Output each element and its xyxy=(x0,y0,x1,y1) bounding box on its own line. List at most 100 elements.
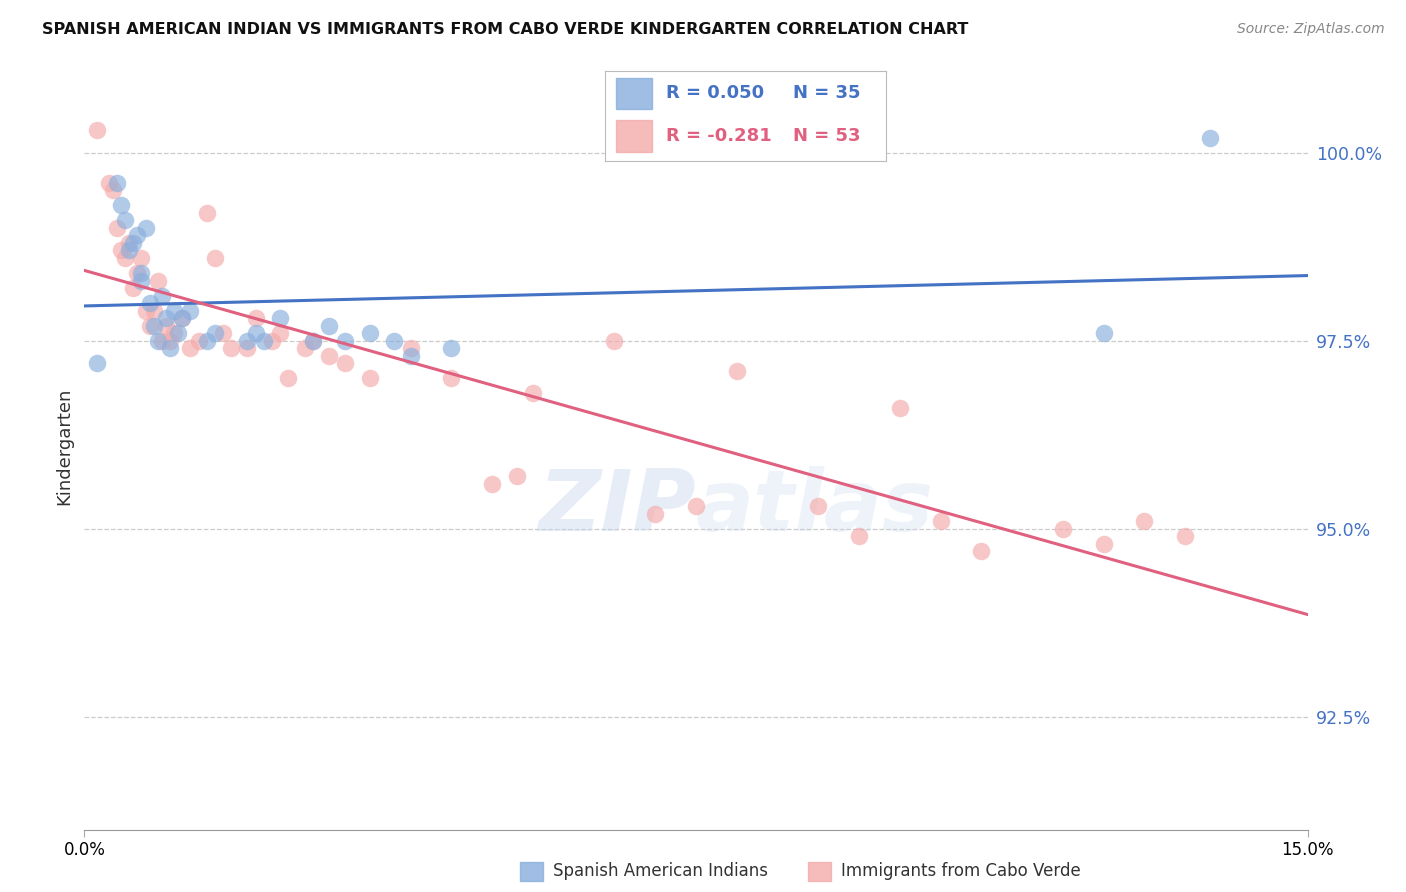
Point xyxy=(481,476,503,491)
Point xyxy=(105,220,128,235)
Point xyxy=(399,341,422,355)
Point xyxy=(212,326,235,341)
Point xyxy=(236,341,259,355)
Point xyxy=(236,334,259,348)
Point xyxy=(127,266,149,280)
Point xyxy=(440,341,463,355)
Point xyxy=(848,529,870,543)
Point xyxy=(131,266,153,280)
Point xyxy=(135,220,157,235)
Text: ZIP: ZIP xyxy=(538,466,696,549)
Point xyxy=(318,318,340,333)
Point xyxy=(118,235,141,250)
Point xyxy=(505,469,527,483)
Point xyxy=(399,349,422,363)
Point xyxy=(359,326,381,341)
Point xyxy=(172,311,194,326)
Point xyxy=(179,303,201,318)
Point xyxy=(172,311,194,326)
Point xyxy=(159,334,181,348)
Point xyxy=(122,281,145,295)
Point xyxy=(110,244,132,258)
Y-axis label: Kindergarten: Kindergarten xyxy=(55,387,73,505)
Point xyxy=(179,341,201,355)
Point xyxy=(807,499,830,513)
Point xyxy=(195,334,218,348)
Point xyxy=(1092,537,1115,551)
Point xyxy=(187,334,209,348)
Point xyxy=(86,356,108,370)
Point xyxy=(301,334,323,348)
Text: SPANISH AMERICAN INDIAN VS IMMIGRANTS FROM CABO VERDE KINDERGARTEN CORRELATION C: SPANISH AMERICAN INDIAN VS IMMIGRANTS FR… xyxy=(42,22,969,37)
Point xyxy=(150,288,173,302)
Point xyxy=(150,334,173,348)
Point xyxy=(294,341,316,355)
Point xyxy=(929,514,952,528)
Point xyxy=(1174,529,1197,543)
Point xyxy=(97,176,120,190)
Point xyxy=(163,303,186,318)
Point xyxy=(269,311,291,326)
Point xyxy=(219,341,242,355)
Point xyxy=(138,318,160,333)
Point xyxy=(131,274,153,288)
Point xyxy=(101,183,124,197)
Point xyxy=(359,371,381,385)
Point xyxy=(204,326,226,341)
Point xyxy=(277,371,299,385)
Point xyxy=(146,334,169,348)
Point xyxy=(146,274,169,288)
Point xyxy=(114,251,136,265)
Point xyxy=(318,349,340,363)
Point xyxy=(725,364,748,378)
Text: N = 53: N = 53 xyxy=(793,127,860,145)
Text: R = -0.281: R = -0.281 xyxy=(666,127,772,145)
Point xyxy=(382,334,405,348)
Point xyxy=(138,296,160,310)
Point xyxy=(644,507,666,521)
Text: Immigrants from Cabo Verde: Immigrants from Cabo Verde xyxy=(841,863,1081,880)
Point xyxy=(1092,326,1115,341)
Bar xyxy=(616,120,652,152)
Point xyxy=(335,334,357,348)
Point xyxy=(105,176,128,190)
Point xyxy=(889,401,911,416)
Point xyxy=(1133,514,1156,528)
Point xyxy=(970,544,993,558)
Text: atlas: atlas xyxy=(696,466,934,549)
Point xyxy=(127,228,149,243)
Point xyxy=(253,334,276,348)
Point xyxy=(1052,522,1074,536)
Point xyxy=(86,123,108,137)
Point xyxy=(335,356,357,370)
Point xyxy=(260,334,283,348)
Point xyxy=(245,326,267,341)
Point xyxy=(155,311,177,326)
Point xyxy=(142,318,165,333)
Point xyxy=(522,386,544,401)
Point xyxy=(245,311,267,326)
Point xyxy=(269,326,291,341)
Point xyxy=(603,334,626,348)
Point xyxy=(159,341,181,355)
Point xyxy=(155,318,177,333)
Point xyxy=(110,198,132,212)
Bar xyxy=(616,78,652,109)
Point xyxy=(163,326,186,341)
Point xyxy=(167,326,190,341)
Point xyxy=(301,334,323,348)
Point xyxy=(122,235,145,250)
Point xyxy=(1198,130,1220,145)
Point xyxy=(135,303,157,318)
Text: Spanish American Indians: Spanish American Indians xyxy=(553,863,768,880)
Point xyxy=(114,213,136,227)
Text: N = 35: N = 35 xyxy=(793,84,860,102)
Point xyxy=(131,251,153,265)
Point xyxy=(685,499,707,513)
Point xyxy=(204,251,226,265)
Point xyxy=(118,244,141,258)
Point xyxy=(142,303,165,318)
Text: R = 0.050: R = 0.050 xyxy=(666,84,765,102)
Point xyxy=(440,371,463,385)
Text: Source: ZipAtlas.com: Source: ZipAtlas.com xyxy=(1237,22,1385,37)
